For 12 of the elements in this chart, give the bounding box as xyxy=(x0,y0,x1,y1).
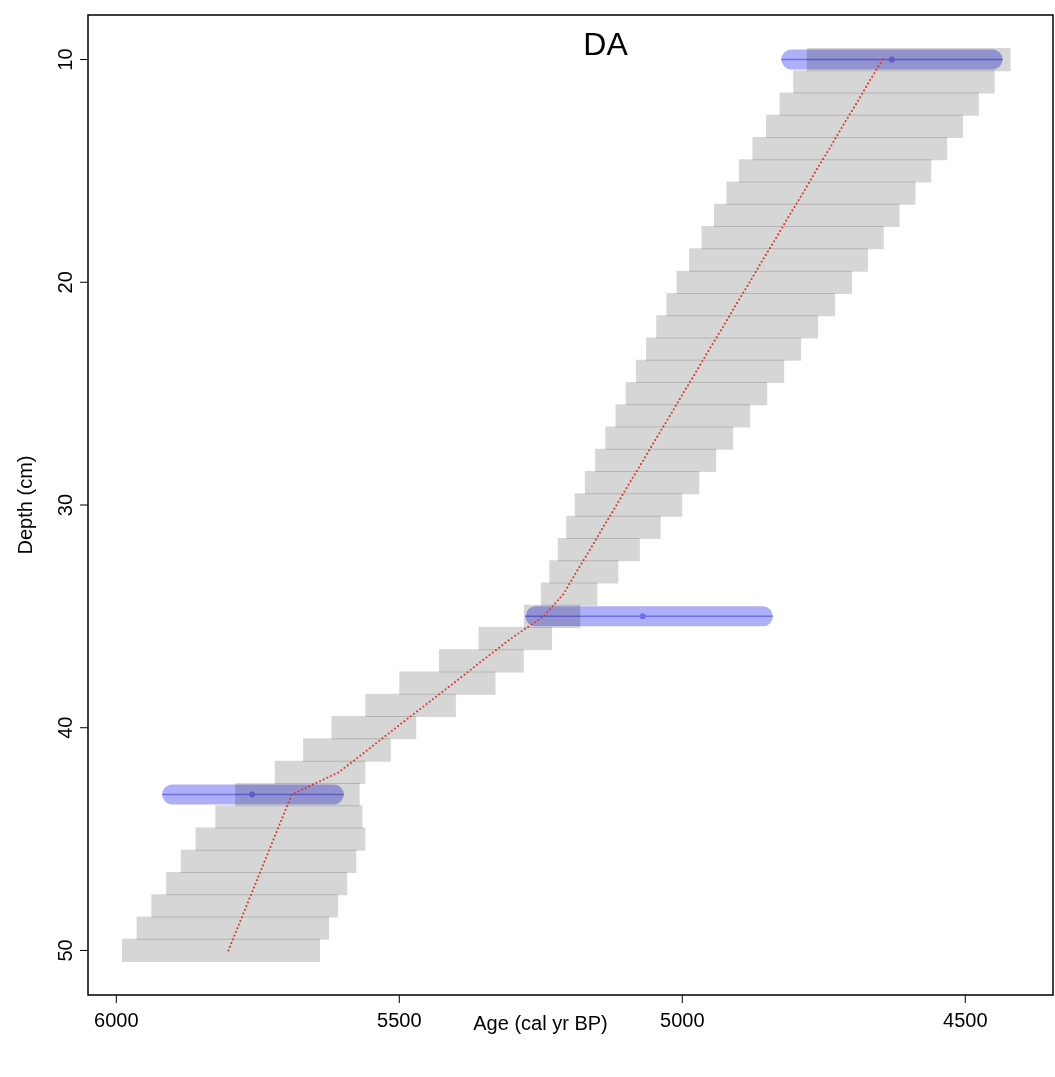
y-tick-label: 20 xyxy=(54,271,76,294)
y-tick-label: 50 xyxy=(54,939,76,962)
chart-title: DA xyxy=(583,26,629,62)
y-axis-title: Depth (cm) xyxy=(14,455,36,555)
y-tick-label: 10 xyxy=(54,48,76,71)
x-axis-title: Age (cal yr BP) xyxy=(473,1012,608,1034)
y-tick-label: 30 xyxy=(54,493,76,517)
x-tick-label: 5000 xyxy=(660,1009,705,1031)
x-tick-label: 4500 xyxy=(943,1009,988,1031)
x-tick-label: 6000 xyxy=(94,1009,139,1031)
y-tick-label: 40 xyxy=(54,716,76,739)
x-tick-label: 5500 xyxy=(377,1009,422,1031)
